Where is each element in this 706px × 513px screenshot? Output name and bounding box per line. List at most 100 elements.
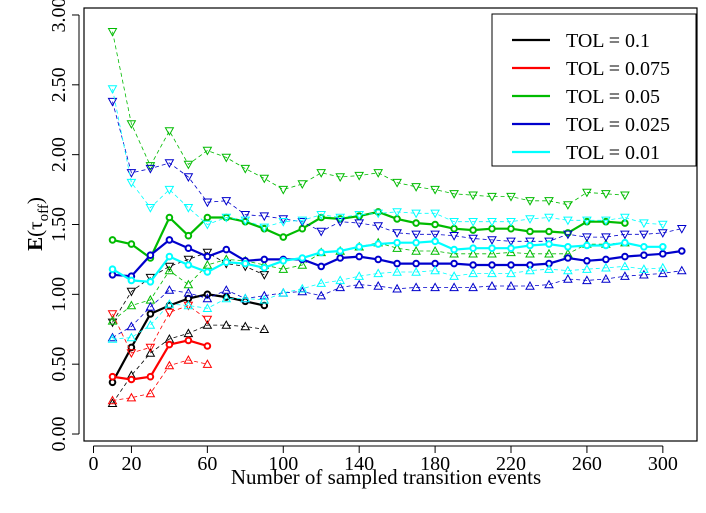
mean-point: [621, 238, 629, 247]
mean-point: [355, 252, 364, 261]
lower-point: [411, 266, 421, 276]
series-upper-line: [112, 251, 265, 323]
mean-point: [526, 261, 534, 269]
legend-label: TOL = 0.05: [566, 86, 660, 108]
mean-point: [393, 259, 401, 268]
mean-point: [298, 224, 307, 233]
series-upper-line: [112, 88, 663, 228]
x-tick-label: 60: [197, 453, 217, 475]
upper-point: [430, 209, 440, 219]
lower-point: [107, 398, 118, 407]
x-axis-title: Number of sampled transition events: [231, 465, 541, 489]
upper-point: [392, 178, 402, 188]
y-tick-label: 1.00: [48, 277, 70, 312]
lower-point: [335, 275, 346, 285]
upper-point: [316, 227, 327, 237]
upper-point: [620, 230, 630, 240]
mean-point: [431, 220, 439, 229]
lower-point: [449, 282, 459, 292]
y-axis: 0.00 0.50 1.00 1.50 2.00 2.50 3.00: [48, 0, 80, 452]
lower-point: [468, 268, 478, 278]
upper-point: [544, 197, 554, 206]
upper-point: [354, 219, 365, 229]
lower-point: [506, 280, 516, 290]
upper-point: [240, 211, 251, 220]
lower-point: [354, 271, 365, 280]
lower-point: [449, 271, 459, 280]
mean-point: [279, 233, 288, 241]
lower-point: [316, 290, 327, 300]
lower-point: [392, 266, 402, 276]
upper-point: [620, 213, 630, 223]
mean-point: [526, 241, 534, 250]
mean-point: [336, 254, 345, 262]
lower-point: [506, 247, 516, 257]
upper-point: [126, 287, 137, 297]
mean-point: [526, 227, 534, 236]
mean-point: [279, 257, 288, 265]
x-tick-label: 180: [420, 453, 450, 475]
upper-point: [468, 218, 478, 227]
mean-point: [450, 245, 458, 254]
lower-point: [145, 301, 156, 311]
upper-point: [430, 185, 440, 195]
upper-point: [525, 237, 535, 247]
x-tick-label: 300: [648, 453, 678, 475]
series-lower-line: [112, 242, 625, 322]
mean-point: [469, 244, 477, 252]
lower-point: [259, 290, 270, 300]
lower-point: [278, 287, 289, 297]
mean-point: [564, 254, 572, 262]
legend-label: TOL = 0.025: [566, 114, 670, 136]
upper-point: [107, 85, 118, 95]
mean-point: [184, 244, 193, 252]
lower-point: [411, 245, 421, 255]
upper-point: [164, 262, 175, 272]
series-group: [107, 97, 687, 342]
y-axis-title-tau: τ: [23, 221, 47, 229]
mean-point: [108, 372, 117, 381]
lower-point: [164, 265, 175, 275]
mean-point: [621, 252, 629, 261]
lower-point: [449, 248, 459, 258]
upper-point: [335, 173, 346, 183]
upper-point: [639, 230, 649, 240]
upper-point: [335, 213, 346, 223]
lower-point: [563, 265, 573, 275]
mean-point: [469, 261, 477, 269]
mean-point: [545, 259, 553, 268]
lower-point: [183, 354, 194, 364]
lower-point: [582, 275, 592, 285]
series-lower-line: [112, 324, 265, 404]
upper-point: [126, 120, 137, 129]
mean-point: [507, 224, 515, 233]
mean-point: [602, 241, 610, 250]
upper-point: [601, 233, 611, 243]
mean-point: [640, 243, 648, 251]
lower-point: [563, 273, 573, 283]
mean-point: [431, 259, 439, 268]
lower-point: [544, 248, 554, 258]
upper-point: [449, 218, 459, 227]
upper-point: [221, 197, 232, 206]
upper-point: [335, 218, 346, 227]
mean-point: [260, 255, 269, 264]
lower-point: [278, 264, 289, 273]
mean-point: [659, 250, 667, 258]
lower-point: [582, 264, 592, 273]
legend-label: TOL = 0.075: [566, 58, 670, 80]
lower-point: [183, 287, 194, 297]
upper-point: [563, 216, 573, 226]
x-axis: 0 20 60 100 140 180 220 260 300: [88, 445, 678, 475]
mean-point: [108, 265, 117, 274]
upper-point: [676, 225, 687, 234]
lower-point: [183, 300, 194, 310]
lower-point: [373, 268, 384, 278]
lower-point: [525, 280, 535, 290]
mean-point: [412, 259, 420, 268]
mean-point: [583, 241, 591, 250]
mean-point: [165, 213, 174, 222]
lower-point: [145, 347, 156, 357]
upper-point: [506, 218, 516, 227]
upper-point: [259, 223, 270, 233]
